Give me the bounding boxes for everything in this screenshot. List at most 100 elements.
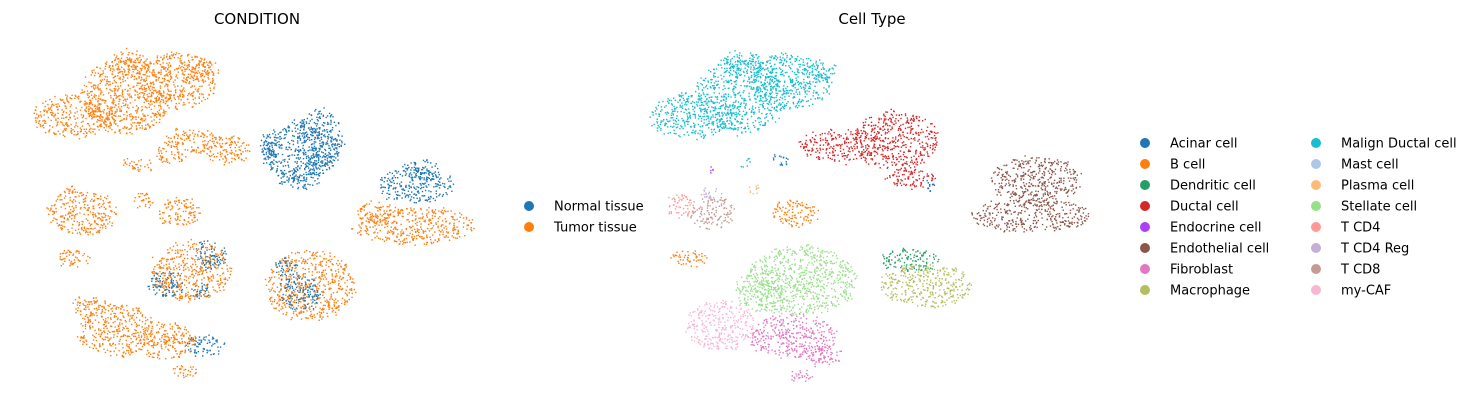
celltype-legend-entry: Mast cell (1311, 158, 1399, 173)
condition-cluster-25 (195, 240, 227, 271)
legend-marker (1311, 201, 1321, 211)
legend-label: T CD4 Reg (1340, 242, 1409, 257)
condition-cluster-28 (264, 249, 357, 321)
celltype-cluster-8 (850, 108, 939, 173)
celltype-legend-entry: Macrophage (1140, 284, 1250, 299)
legend-marker (524, 201, 534, 211)
legend-marker (1140, 159, 1150, 169)
condition-cluster-8 (156, 146, 187, 164)
condition-cluster-35 (172, 365, 197, 379)
legend-marker (1311, 138, 1321, 148)
legend-marker (1140, 180, 1150, 190)
celltype-cluster-14 (710, 166, 714, 174)
legend-label: Ductal cell (1170, 200, 1239, 215)
condition-cluster-5 (190, 60, 220, 82)
celltype-cluster-25 (685, 299, 755, 351)
celltype-legend-entry: Endothelial cell (1140, 242, 1269, 257)
legend-marker (1311, 222, 1321, 232)
legend-label: Endothelial cell (1170, 242, 1269, 257)
condition-cluster-13 (277, 167, 320, 190)
legend-label: Stellate cell (1341, 200, 1417, 215)
condition-cluster-12 (259, 133, 283, 160)
condition-cluster-33 (72, 296, 110, 319)
legend-label: Plasma cell (1341, 179, 1414, 194)
celltype-legend-entry: T CD4 Reg (1311, 242, 1409, 257)
celltype-cluster-27 (798, 344, 842, 368)
condition-cluster-7 (200, 135, 251, 166)
legend-label: Normal tissue (554, 200, 644, 215)
condition-legend-entry: Tumor tissue (524, 221, 637, 236)
celltype-legend-entry: Plasma cell (1311, 179, 1414, 194)
celltype-cluster-13 (740, 157, 751, 168)
celltype-cluster-24 (735, 268, 786, 313)
condition-cluster-18 (46, 191, 118, 236)
celltype-cluster-18 (749, 184, 760, 195)
condition-cluster-30 (275, 257, 299, 281)
celltype-legend-entry: my-CAF (1311, 284, 1391, 299)
celltype-legend-entry: Dendritic cell (1140, 179, 1256, 194)
legend-marker (1311, 243, 1321, 253)
legend-marker (1140, 201, 1150, 211)
legend-label: Mast cell (1341, 158, 1399, 173)
condition-cluster-20 (133, 192, 154, 209)
condition-cluster-23 (59, 249, 91, 268)
condition-umap-panel (33, 47, 475, 379)
legend-marker (1140, 243, 1150, 253)
celltype-umap-panel (649, 50, 1090, 382)
legend-label: Tumor tissue (553, 221, 637, 236)
legend-marker (1311, 285, 1321, 295)
condition-cluster-19 (159, 196, 201, 226)
condition-cluster-34 (185, 334, 226, 357)
legend-marker (524, 222, 534, 232)
condition-cluster-2 (80, 56, 173, 135)
legend-label: T CD4 (1340, 221, 1380, 236)
condition-cluster-32 (135, 321, 196, 360)
celltype-cluster-20 (670, 250, 708, 268)
celltype-legend-entry: Endocrine cell (1140, 221, 1262, 236)
celltype-cluster-5 (803, 60, 837, 81)
condition-cluster-26 (147, 271, 184, 298)
celltype-cluster-9 (884, 168, 936, 190)
condition-cluster-15 (402, 159, 439, 182)
celltype-legend-entry: Ductal cell (1140, 200, 1239, 215)
condition-cluster-9 (128, 159, 152, 172)
celltype-legend-entry: Fibroblast (1140, 263, 1233, 278)
legend-marker (1140, 138, 1150, 148)
celltype-cluster-28 (791, 369, 813, 382)
celltype-cluster-1 (649, 92, 733, 141)
legend-label: T CD8 (1340, 263, 1380, 278)
condition-cluster-17 (357, 200, 397, 225)
celltype-cluster-4 (723, 50, 761, 77)
condition-cluster-27 (191, 282, 210, 300)
condition-cluster-14 (380, 167, 455, 204)
condition-cluster-6 (164, 127, 217, 155)
condition-cluster-16 (351, 206, 475, 246)
condition-cluster-31 (76, 303, 153, 358)
celltype-cluster-16 (690, 195, 735, 230)
legend-label: Dendritic cell (1170, 179, 1256, 194)
legend-label: Malign Ductal cell (1341, 137, 1457, 152)
condition-cluster-11 (297, 107, 346, 169)
condition-cluster-29 (279, 274, 321, 311)
legend-label: Macrophage (1170, 284, 1250, 299)
legend-label: B cell (1170, 158, 1205, 173)
celltype-cluster-6 (772, 154, 789, 166)
condition-cluster-24 (151, 238, 233, 303)
condition-cluster-4 (109, 47, 148, 76)
celltype-legend-entry: Stellate cell (1311, 200, 1417, 215)
condition-legend: Normal tissue Tumor tissue (524, 200, 644, 236)
celltype-cluster-7 (798, 128, 879, 166)
condition-cluster-10 (262, 119, 339, 182)
celltype-panel-title: Cell Type (838, 10, 905, 28)
celltype-cluster-12 (971, 197, 1090, 233)
legend-label: Fibroblast (1170, 263, 1233, 278)
celltype-legend-entry: B cell (1140, 158, 1205, 173)
celltype-cluster-23 (746, 244, 858, 316)
legend-label: Acinar cell (1170, 137, 1237, 152)
celltype-cluster-19 (772, 199, 819, 228)
legend-marker (1311, 159, 1321, 169)
legend-label: my-CAF (1341, 284, 1391, 299)
celltype-legend-entry: T CD4 (1311, 221, 1380, 236)
condition-cluster-22 (123, 158, 133, 166)
